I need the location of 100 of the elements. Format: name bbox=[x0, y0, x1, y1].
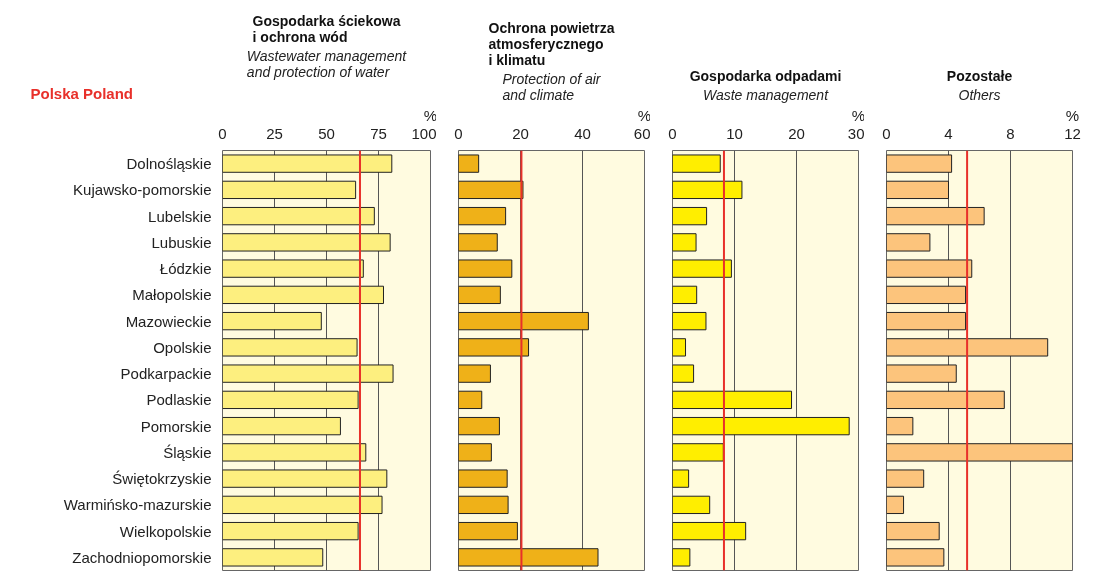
bar bbox=[458, 338, 530, 357]
bar bbox=[672, 443, 724, 462]
y-tick-label: Lubuskie bbox=[151, 233, 212, 251]
bar bbox=[222, 338, 358, 357]
bar bbox=[222, 364, 394, 383]
x-tick-label: 0 bbox=[668, 124, 677, 142]
chart-subtitle: Others bbox=[958, 86, 1001, 103]
x-tick-label: 75 bbox=[370, 124, 387, 142]
bar bbox=[222, 206, 375, 226]
bar bbox=[672, 548, 691, 567]
y-tick-label: Małopolskie bbox=[132, 286, 212, 304]
bar bbox=[222, 416, 341, 436]
bar bbox=[886, 338, 1049, 357]
bar bbox=[886, 443, 1073, 462]
x-tick-label: 50 bbox=[318, 124, 335, 142]
bar bbox=[458, 495, 509, 515]
x-tick-label: 60 bbox=[633, 124, 651, 142]
bar bbox=[672, 285, 698, 305]
x-tick-label: 100 bbox=[411, 124, 437, 142]
bar bbox=[222, 259, 364, 278]
bar bbox=[886, 180, 949, 200]
bar bbox=[672, 416, 850, 436]
chart-title: Ochrona powietrza atmosferycznego i klimatu bbox=[488, 19, 615, 68]
chart-subtitle: Wastewater management and protection of water bbox=[246, 47, 408, 80]
bar bbox=[458, 416, 500, 436]
bar bbox=[222, 311, 322, 331]
y-tick-label: Podlaskie bbox=[146, 391, 212, 409]
x-tick-label: 0 bbox=[218, 124, 227, 142]
bar bbox=[458, 521, 518, 541]
bar bbox=[672, 338, 687, 357]
bar bbox=[458, 259, 513, 278]
chart-title: Gospodarka odpadami bbox=[689, 67, 842, 84]
bar bbox=[886, 154, 953, 173]
bar bbox=[222, 233, 391, 252]
x-tick-label: 4 bbox=[944, 124, 953, 142]
bar bbox=[886, 416, 914, 436]
y-tick-label: Opolskie bbox=[153, 338, 212, 356]
chart-subtitle: Waste management bbox=[702, 86, 830, 103]
bar bbox=[458, 180, 524, 200]
bar bbox=[886, 469, 925, 488]
bar bbox=[222, 154, 393, 173]
y-tick-label: Dolnośląskie bbox=[126, 155, 212, 173]
x-tick-label: 0 bbox=[454, 124, 463, 142]
bar bbox=[458, 390, 483, 410]
y-tick-label: Warmińsko-mazurskie bbox=[63, 496, 212, 514]
bar bbox=[222, 548, 324, 567]
y-tick-label: Śląskie bbox=[163, 443, 212, 461]
chart-subtitle: Protection of air and climate bbox=[502, 70, 602, 103]
bar bbox=[458, 364, 491, 383]
y-tick-label: Wielkopolskie bbox=[119, 522, 212, 540]
bar bbox=[672, 259, 732, 278]
x-tick-label: 8 bbox=[1006, 124, 1015, 142]
bar bbox=[672, 311, 707, 331]
bar bbox=[672, 154, 721, 173]
bar bbox=[886, 259, 973, 278]
x-tick-label: 20 bbox=[788, 124, 805, 142]
chart-title: Pozostałe bbox=[946, 67, 1013, 84]
x-tick-label: 0 bbox=[882, 124, 891, 142]
x-tick-label: 30 bbox=[847, 124, 865, 142]
bar bbox=[222, 390, 359, 410]
bar bbox=[672, 390, 793, 410]
bar bbox=[458, 154, 480, 173]
bar bbox=[886, 311, 967, 331]
x-axis-title: % bbox=[423, 106, 438, 124]
y-tick-label: Pomorskie bbox=[140, 417, 212, 435]
bar bbox=[458, 233, 498, 252]
bar bbox=[458, 469, 508, 488]
bar bbox=[672, 364, 695, 383]
y-tick-label: Łódzkie bbox=[159, 260, 212, 278]
y-tick-label: Świętokrzyskie bbox=[112, 470, 212, 488]
x-tick-label: 25 bbox=[266, 124, 283, 142]
x-tick-label: 20 bbox=[512, 124, 529, 142]
bar bbox=[886, 548, 945, 567]
y-tick-label: Lubelskie bbox=[148, 207, 212, 225]
bar bbox=[458, 443, 492, 462]
bar bbox=[222, 443, 367, 462]
x-axis-title: % bbox=[1065, 106, 1080, 124]
bar bbox=[886, 285, 967, 305]
bar bbox=[222, 469, 388, 488]
chart-title: Gospodarka ściekowa i ochrona wód bbox=[252, 12, 401, 45]
x-axis-title: % bbox=[637, 106, 652, 124]
ref-line-label: Polska Poland bbox=[30, 84, 134, 102]
x-tick-label: 10 bbox=[726, 124, 743, 142]
bar bbox=[222, 495, 383, 515]
bar bbox=[672, 180, 743, 200]
bar bbox=[672, 206, 708, 226]
bar bbox=[458, 548, 599, 567]
bar bbox=[886, 206, 985, 226]
bar bbox=[672, 469, 690, 488]
bar bbox=[458, 206, 507, 226]
bar bbox=[458, 285, 501, 305]
bar bbox=[886, 390, 1005, 410]
bar bbox=[458, 311, 589, 331]
y-tick-label: Zachodniopomorskie bbox=[72, 548, 212, 566]
bar bbox=[222, 180, 357, 200]
x-axis-title: % bbox=[851, 106, 866, 124]
bar bbox=[886, 495, 905, 515]
bar bbox=[886, 364, 957, 383]
bar bbox=[672, 495, 711, 515]
y-tick-label: Mazowieckie bbox=[125, 312, 212, 330]
